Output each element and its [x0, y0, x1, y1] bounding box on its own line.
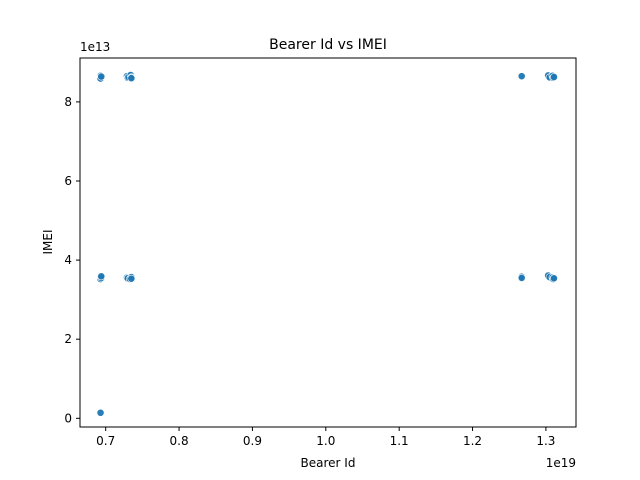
x-tick-label: 1.3: [536, 434, 555, 448]
y-axis-offset-text: 1e13: [80, 40, 110, 54]
x-tick-label: 0.9: [243, 434, 262, 448]
y-tick-label: 6: [64, 174, 72, 188]
y-tick-label: 4: [64, 253, 72, 267]
data-point: [517, 72, 526, 81]
data-point: [96, 408, 105, 417]
x-tick-label: 1.2: [463, 434, 482, 448]
chart-title: Bearer Id vs IMEI: [269, 37, 387, 53]
data-point: [97, 72, 106, 81]
y-tick-label: 8: [64, 95, 72, 109]
plot-area: 0.7 0.8 0.9 1.0 1.1 1.2 1.3 0 2 4 6 8: [64, 57, 577, 448]
data-point: [127, 74, 136, 83]
x-tick-label: 0.7: [96, 434, 115, 448]
data-point: [550, 274, 558, 283]
x-tick-label: 0.8: [170, 434, 189, 448]
y-tick-label: 2: [64, 332, 72, 346]
data-point: [127, 274, 136, 283]
x-tick-label: 1.1: [390, 434, 409, 448]
data-point: [517, 273, 526, 282]
data-point: [550, 73, 558, 81]
x-axis-label: Bearer Id: [301, 456, 356, 470]
y-tick-label: 0: [64, 411, 72, 425]
y-axis-label: IMEI: [41, 229, 55, 254]
data-point: [97, 272, 106, 281]
x-axis-offset-text: 1e19: [546, 456, 576, 470]
x-tick-label: 1.0: [316, 434, 335, 448]
plot-frame: [79, 57, 577, 428]
